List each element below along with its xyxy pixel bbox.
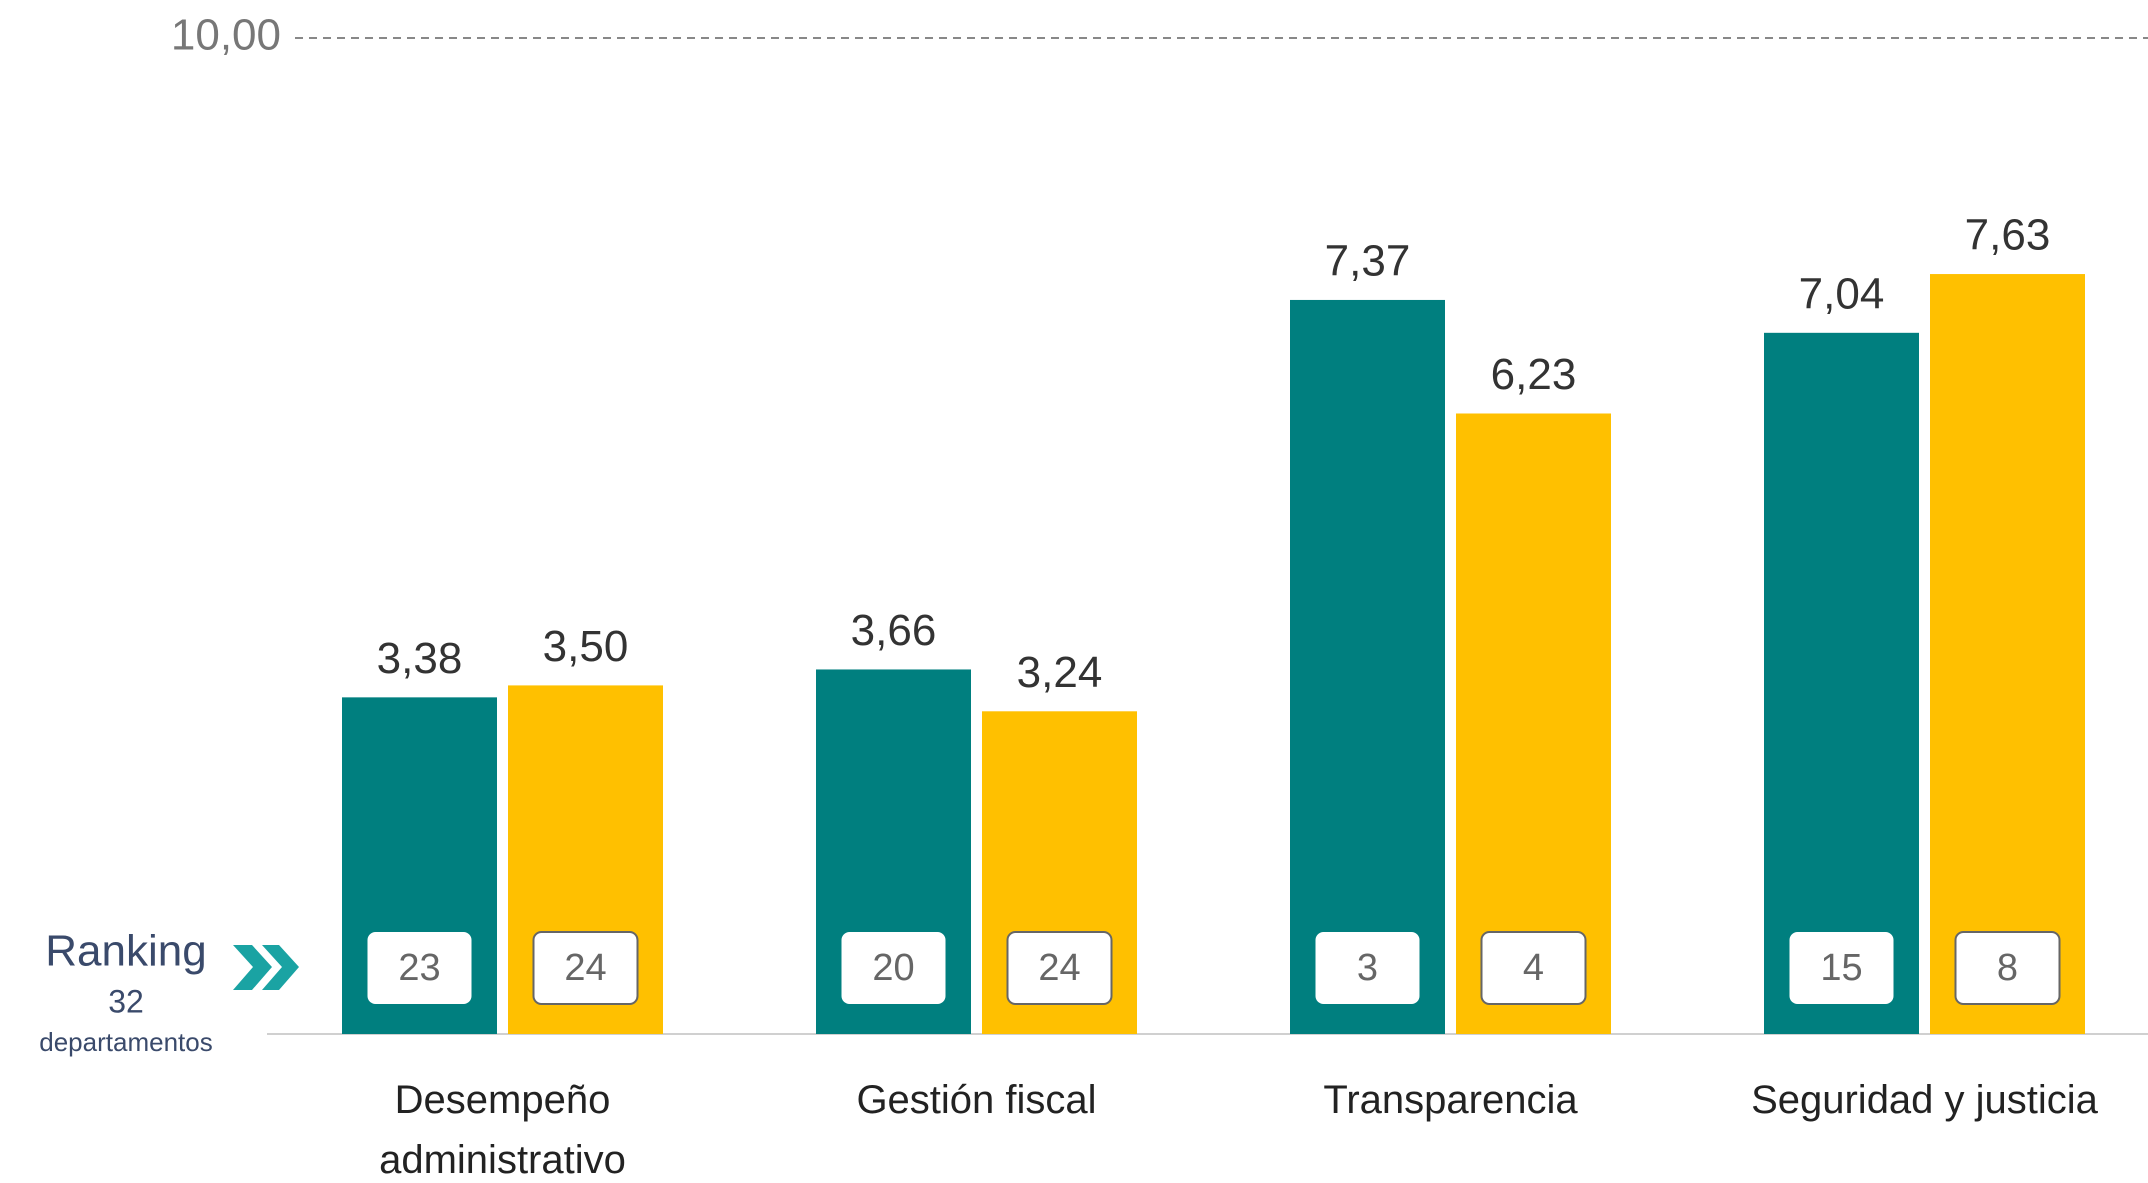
ranking-count: 32	[108, 983, 144, 1019]
ranking-unit: departamentos	[39, 1027, 212, 1057]
bar	[1764, 332, 1919, 1034]
rank-label: 23	[398, 947, 440, 989]
bar	[1930, 274, 2085, 1034]
rank-box	[1480, 931, 1587, 1005]
rank-box	[1006, 931, 1113, 1005]
y-tick-label: 10,00	[171, 11, 281, 60]
rank-box	[1954, 931, 2061, 1005]
rank-label: 20	[872, 947, 914, 989]
x-tick-label: Transparencia	[1323, 1078, 1578, 1122]
rank-box	[367, 932, 472, 1004]
bar	[1290, 299, 1445, 1034]
x-tick-label: Gestión fiscal	[856, 1078, 1097, 1122]
value-label: 3,66	[851, 606, 937, 655]
value-label: 3,38	[377, 634, 463, 683]
rank-label: 24	[564, 947, 606, 989]
rank-box	[841, 932, 946, 1004]
rank-label: 4	[1523, 947, 1544, 989]
x-tick-label: Seguridad y justicia	[1751, 1078, 2098, 1122]
x-tick-label: Desempeño administrativo	[379, 1078, 626, 1182]
rank-label: 24	[1038, 947, 1080, 989]
rank-label: 3	[1357, 947, 1378, 989]
rank-box	[1315, 932, 1420, 1004]
chevron	[262, 945, 299, 990]
rank-box	[532, 931, 639, 1005]
rank-label: 8	[1997, 947, 2018, 989]
chevron	[233, 945, 272, 990]
value-label: 6,23	[1491, 350, 1577, 399]
rank-box	[1789, 932, 1894, 1004]
rank-label: 15	[1820, 947, 1862, 989]
bar	[1456, 413, 1611, 1034]
value-label: 7,04	[1799, 269, 1885, 318]
value-label: 7,37	[1325, 237, 1411, 286]
value-label: 3,24	[1017, 648, 1103, 697]
ranking-title: Ranking	[45, 927, 206, 976]
value-label: 3,50	[543, 622, 629, 671]
value-label: 7,63	[1965, 211, 2051, 260]
